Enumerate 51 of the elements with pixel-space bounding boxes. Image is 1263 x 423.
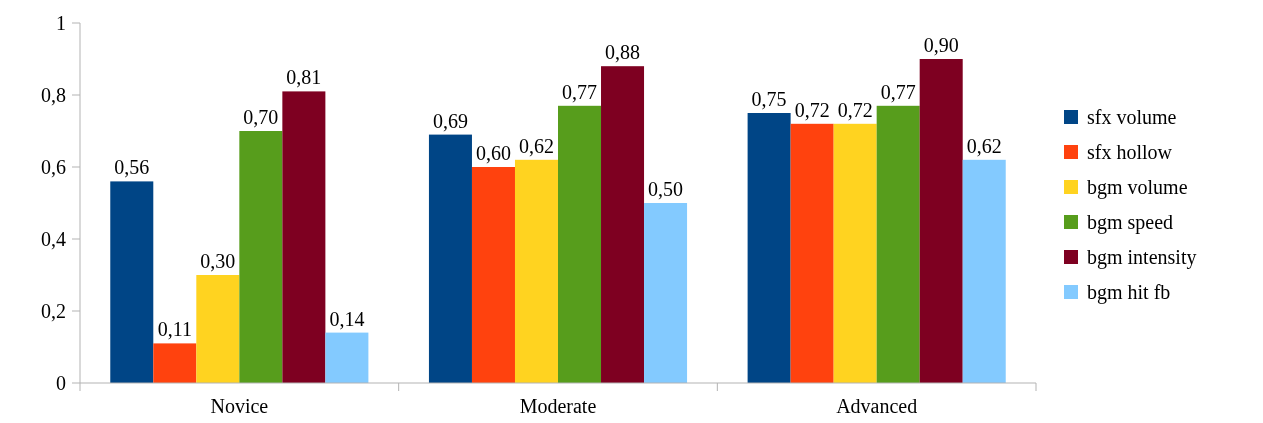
data-label: 0,62	[966, 134, 1002, 157]
x-tick-label: Moderate	[519, 395, 597, 417]
data-label: 0,14	[329, 307, 365, 330]
bar	[153, 343, 197, 383]
y-tick-label: 0,6	[41, 156, 66, 178]
bar	[282, 91, 326, 383]
bar	[471, 167, 515, 383]
data-label: 0,30	[200, 250, 236, 272]
x-tick-label: Advanced	[836, 395, 918, 417]
x-tick-label: Novice	[210, 395, 269, 417]
bar	[325, 332, 369, 383]
bar	[962, 159, 1006, 383]
bar	[601, 66, 645, 383]
bar	[919, 59, 963, 383]
data-label: 0,60	[475, 142, 511, 164]
legend-label: bgm volume	[1087, 176, 1188, 199]
y-tick-label: 0,4	[41, 228, 66, 250]
data-label: 0,75	[751, 88, 787, 110]
data-label: 0,70	[243, 106, 279, 128]
y-tick-label: 1	[56, 12, 66, 34]
bar	[514, 159, 558, 383]
legend-label: sfx hollow	[1087, 141, 1173, 163]
bar	[558, 105, 602, 383]
data-label: 0,72	[794, 98, 830, 121]
data-label: 0,62	[518, 134, 554, 157]
data-label: 0,77	[562, 80, 598, 103]
legend-label: bgm intensity	[1087, 246, 1197, 269]
bar	[833, 123, 877, 383]
bar	[747, 113, 791, 383]
data-label: 0,88	[605, 41, 641, 64]
data-label: 0,77	[880, 80, 916, 103]
bar	[196, 275, 240, 383]
y-tick-label: 0,2	[41, 300, 66, 322]
data-label: 0,56	[114, 156, 150, 179]
bar	[239, 131, 283, 383]
bar	[428, 134, 472, 383]
bar	[876, 105, 920, 383]
y-tick-label: 0,8	[41, 84, 66, 106]
data-label: 0,11	[157, 318, 192, 341]
legend-label: sfx volume	[1087, 106, 1177, 128]
data-label: 0,90	[923, 34, 959, 56]
bar	[644, 203, 688, 383]
bar	[790, 123, 834, 383]
data-label: 0,72	[837, 98, 873, 121]
data-label: 0,81	[286, 66, 322, 89]
legend-label: bgm hit fb	[1087, 281, 1171, 304]
data-label: 0,69	[432, 109, 468, 132]
bar	[110, 181, 154, 383]
legend-label: bgm speed	[1087, 211, 1174, 234]
y-tick-label: 0	[56, 372, 66, 394]
data-label: 0,50	[648, 178, 684, 200]
